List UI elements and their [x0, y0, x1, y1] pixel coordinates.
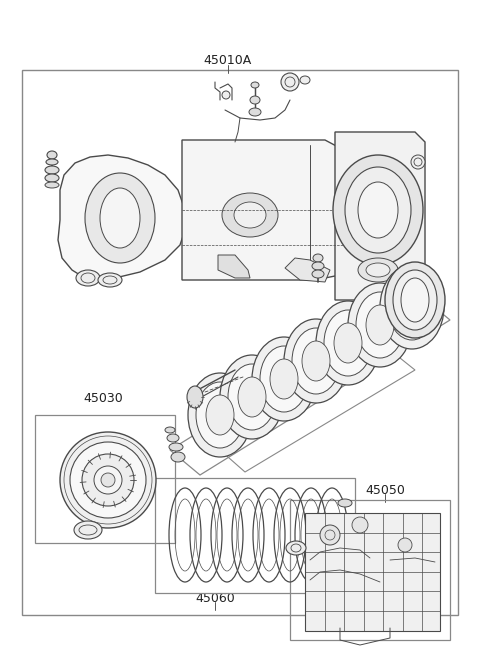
Text: 45040: 45040 [380, 288, 420, 301]
Ellipse shape [312, 262, 324, 270]
Circle shape [222, 91, 230, 99]
Text: 45060: 45060 [195, 591, 235, 605]
Ellipse shape [302, 341, 330, 381]
Ellipse shape [313, 254, 323, 262]
Ellipse shape [165, 427, 175, 433]
Ellipse shape [238, 377, 266, 417]
Circle shape [398, 538, 412, 552]
Ellipse shape [187, 386, 203, 408]
Ellipse shape [46, 159, 58, 165]
Text: 45050: 45050 [365, 483, 405, 496]
Bar [290, 500, 450, 640]
Ellipse shape [228, 364, 276, 430]
Ellipse shape [47, 151, 57, 159]
Ellipse shape [366, 305, 394, 345]
Polygon shape [182, 140, 348, 280]
Ellipse shape [284, 319, 348, 403]
Ellipse shape [345, 167, 411, 253]
Circle shape [60, 432, 156, 528]
Ellipse shape [270, 359, 298, 399]
Ellipse shape [249, 108, 261, 116]
Ellipse shape [388, 274, 436, 340]
Polygon shape [285, 258, 330, 282]
Ellipse shape [316, 301, 380, 385]
Text: 45010A: 45010A [204, 54, 252, 67]
Ellipse shape [300, 76, 310, 84]
Ellipse shape [206, 395, 234, 435]
Ellipse shape [74, 521, 102, 539]
Bar [155, 478, 355, 593]
Polygon shape [218, 255, 250, 278]
Circle shape [320, 525, 340, 545]
Circle shape [70, 442, 146, 518]
Bar [305, 513, 440, 631]
Circle shape [411, 155, 425, 169]
Ellipse shape [260, 346, 308, 412]
Ellipse shape [250, 96, 260, 104]
Ellipse shape [251, 82, 259, 88]
Ellipse shape [234, 202, 266, 228]
Circle shape [281, 73, 299, 91]
Ellipse shape [45, 182, 59, 188]
Ellipse shape [100, 188, 140, 248]
Polygon shape [335, 132, 425, 300]
Ellipse shape [393, 270, 437, 330]
Ellipse shape [401, 278, 429, 322]
Ellipse shape [358, 258, 398, 282]
Polygon shape [58, 155, 185, 278]
Ellipse shape [356, 292, 404, 358]
Ellipse shape [358, 182, 398, 238]
Ellipse shape [338, 499, 352, 507]
Ellipse shape [252, 337, 316, 421]
Ellipse shape [385, 262, 445, 338]
Bar [35, 415, 175, 543]
Ellipse shape [292, 328, 340, 394]
Ellipse shape [334, 323, 362, 363]
Ellipse shape [324, 310, 372, 376]
Ellipse shape [286, 541, 306, 555]
Circle shape [352, 517, 368, 533]
Ellipse shape [398, 287, 426, 327]
Ellipse shape [169, 443, 183, 451]
Ellipse shape [98, 273, 122, 287]
Ellipse shape [348, 283, 412, 367]
Ellipse shape [220, 355, 284, 439]
Ellipse shape [188, 373, 252, 457]
Ellipse shape [380, 265, 444, 349]
Ellipse shape [45, 174, 59, 182]
Circle shape [101, 473, 115, 487]
Ellipse shape [312, 270, 324, 278]
Ellipse shape [222, 193, 278, 237]
Text: 45030: 45030 [83, 392, 123, 405]
Ellipse shape [85, 173, 155, 263]
Ellipse shape [366, 263, 390, 277]
Ellipse shape [45, 166, 59, 174]
Ellipse shape [76, 270, 100, 286]
Ellipse shape [333, 155, 423, 265]
Circle shape [94, 466, 122, 494]
Ellipse shape [196, 382, 244, 448]
Ellipse shape [171, 452, 185, 462]
Circle shape [82, 454, 134, 506]
Ellipse shape [167, 434, 179, 442]
Bar [22, 70, 458, 615]
